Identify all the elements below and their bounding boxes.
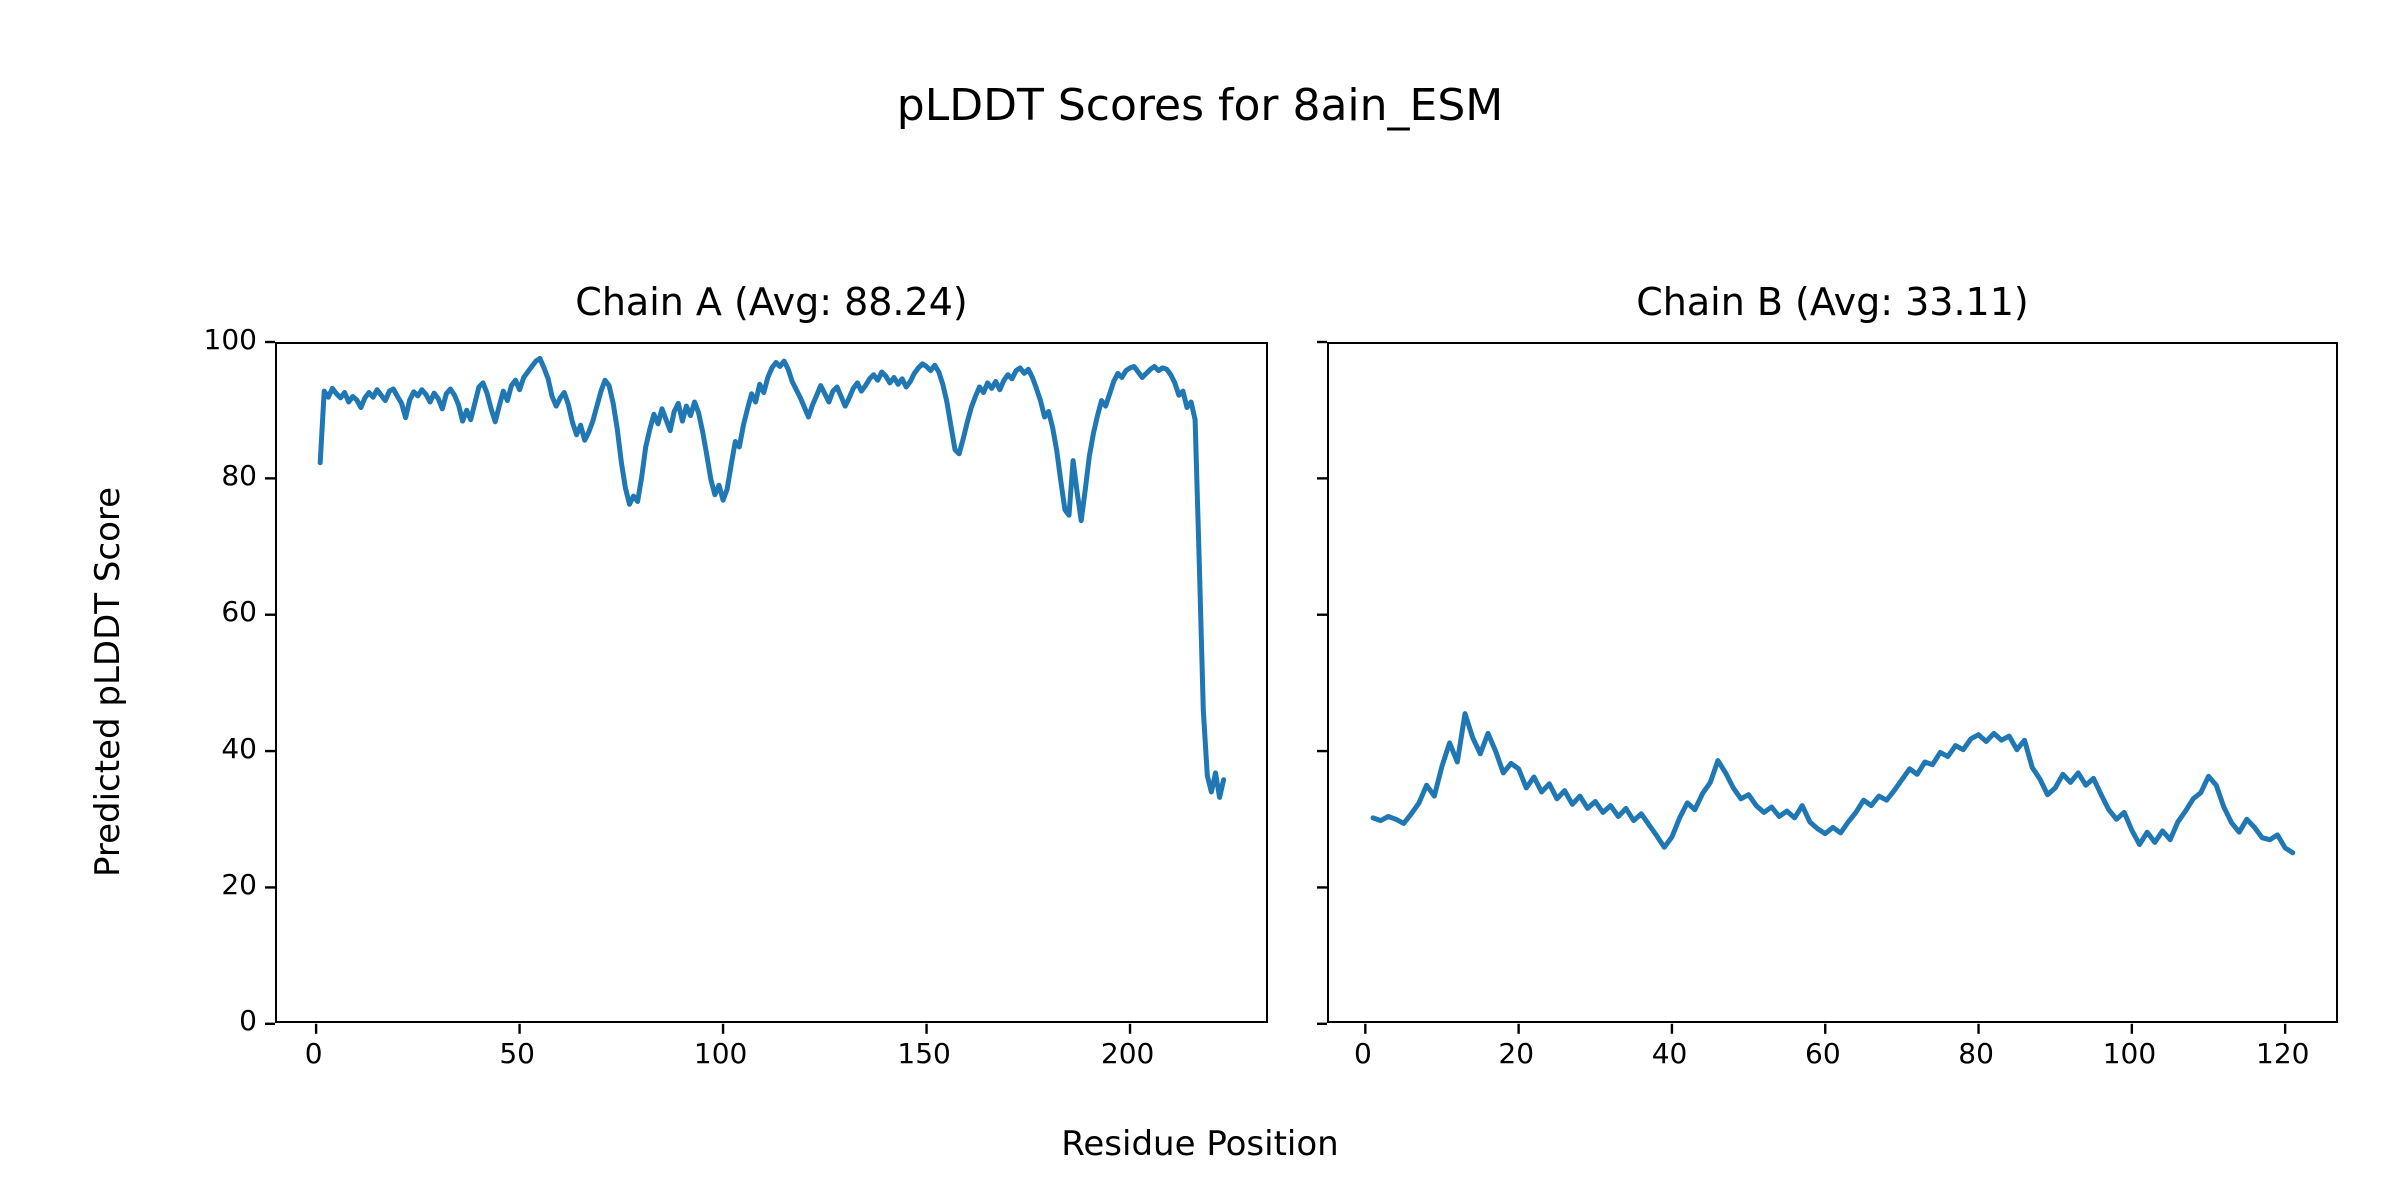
chain-a-x-tick-label: 50 <box>499 1036 535 1070</box>
chain-b-x-tick-label: 80 <box>1958 1036 1994 1070</box>
chain-a-axes <box>264 340 1268 1034</box>
chain-b-x-tick-label: 20 <box>1498 1036 1535 1070</box>
chain-a-x-tick-label: 0 <box>304 1036 323 1070</box>
chain-b-x-tick-label: 100 <box>2102 1036 2157 1070</box>
chain-a-x-tick-label: 100 <box>693 1036 748 1070</box>
chain-b-x-tick-label: 60 <box>1805 1036 1841 1070</box>
chain-b-plot-area <box>1316 340 2295 1034</box>
chain-b-title: Chain B (Avg: 33.11) <box>1636 280 2029 324</box>
chain-a-title: Chain A (Avg: 88.24) <box>575 280 968 324</box>
chain-a-line <box>317 355 1226 800</box>
chain-a-y-tick-label: 20 <box>221 868 257 902</box>
chain-a-x-tick-label: 200 <box>1100 1036 1155 1070</box>
chain-b-axes <box>1316 340 2338 1034</box>
chain-a-y-tick-label: 80 <box>221 458 257 492</box>
y-axis-label: Predicted pLDDT Score <box>88 486 128 878</box>
chain-a-y-tick-label: 0 <box>239 1004 257 1038</box>
chain-b-x-tick-label: 40 <box>1651 1036 1688 1070</box>
x-axis-label: Residue Position <box>1061 1124 1339 1164</box>
chain-a-plot-area <box>264 340 1226 1034</box>
chain-a-y-tick-label: 60 <box>221 595 257 629</box>
chain-b-line <box>1370 710 2295 855</box>
chain-b-x-tick-label: 0 <box>1354 1036 1372 1070</box>
chain-a-x-tick-label: 150 <box>897 1036 951 1070</box>
figure-title: pLDDT Scores for 8ain_ESM <box>896 80 1504 131</box>
chain-b-x-tick-label: 120 <box>2256 1036 2310 1070</box>
chain-a-y-tick-label: 100 <box>203 322 257 356</box>
chain-a-y-tick-label: 40 <box>221 731 257 765</box>
